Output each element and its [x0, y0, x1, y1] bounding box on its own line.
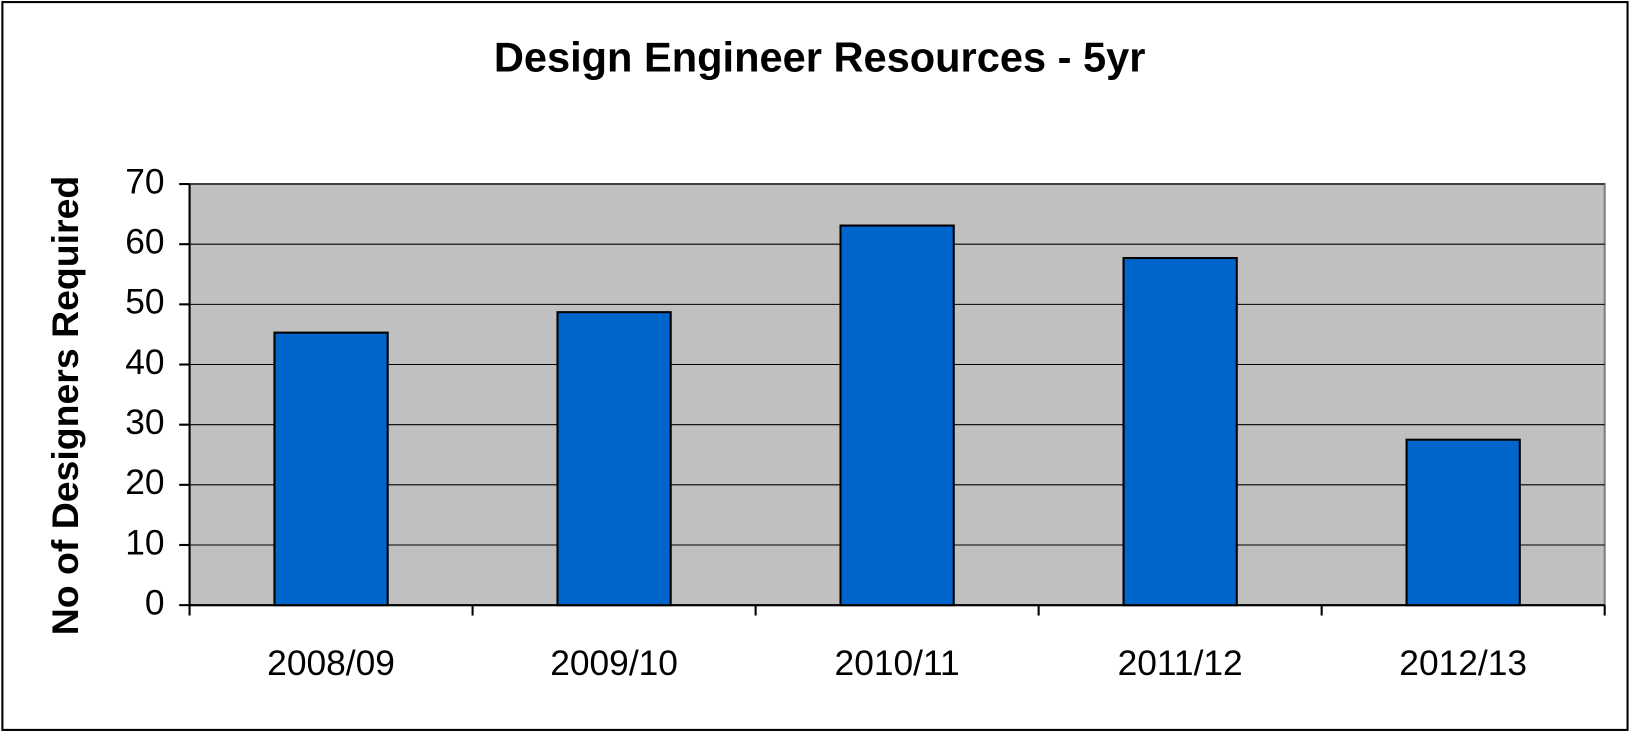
y-tick-label: 60: [125, 223, 164, 262]
x-tick-label: 2010/11: [835, 644, 960, 683]
y-tick-label: 70: [125, 162, 164, 201]
y-tick-label: 50: [125, 283, 164, 322]
y-tick-label: 0: [145, 583, 165, 622]
y-axis-label: No of Designers Required: [44, 176, 86, 636]
y-tick-label: 40: [125, 343, 164, 382]
bar: [1122, 256, 1238, 607]
bar: [1405, 438, 1521, 607]
chart-title: Design Engineer Resources - 5yr: [494, 33, 1146, 80]
bar: [556, 311, 672, 607]
bar: [273, 331, 389, 607]
y-tick-label: 10: [125, 523, 164, 562]
y-tick-label: 20: [125, 463, 164, 502]
y-tick-label: 30: [125, 403, 164, 442]
x-tick-label: 2009/10: [550, 644, 678, 683]
x-tick-label: 2008/09: [267, 644, 395, 683]
x-tick-label: 2012/13: [1399, 644, 1527, 683]
x-tick-label: 2011/12: [1118, 644, 1243, 683]
bar: [839, 224, 955, 607]
